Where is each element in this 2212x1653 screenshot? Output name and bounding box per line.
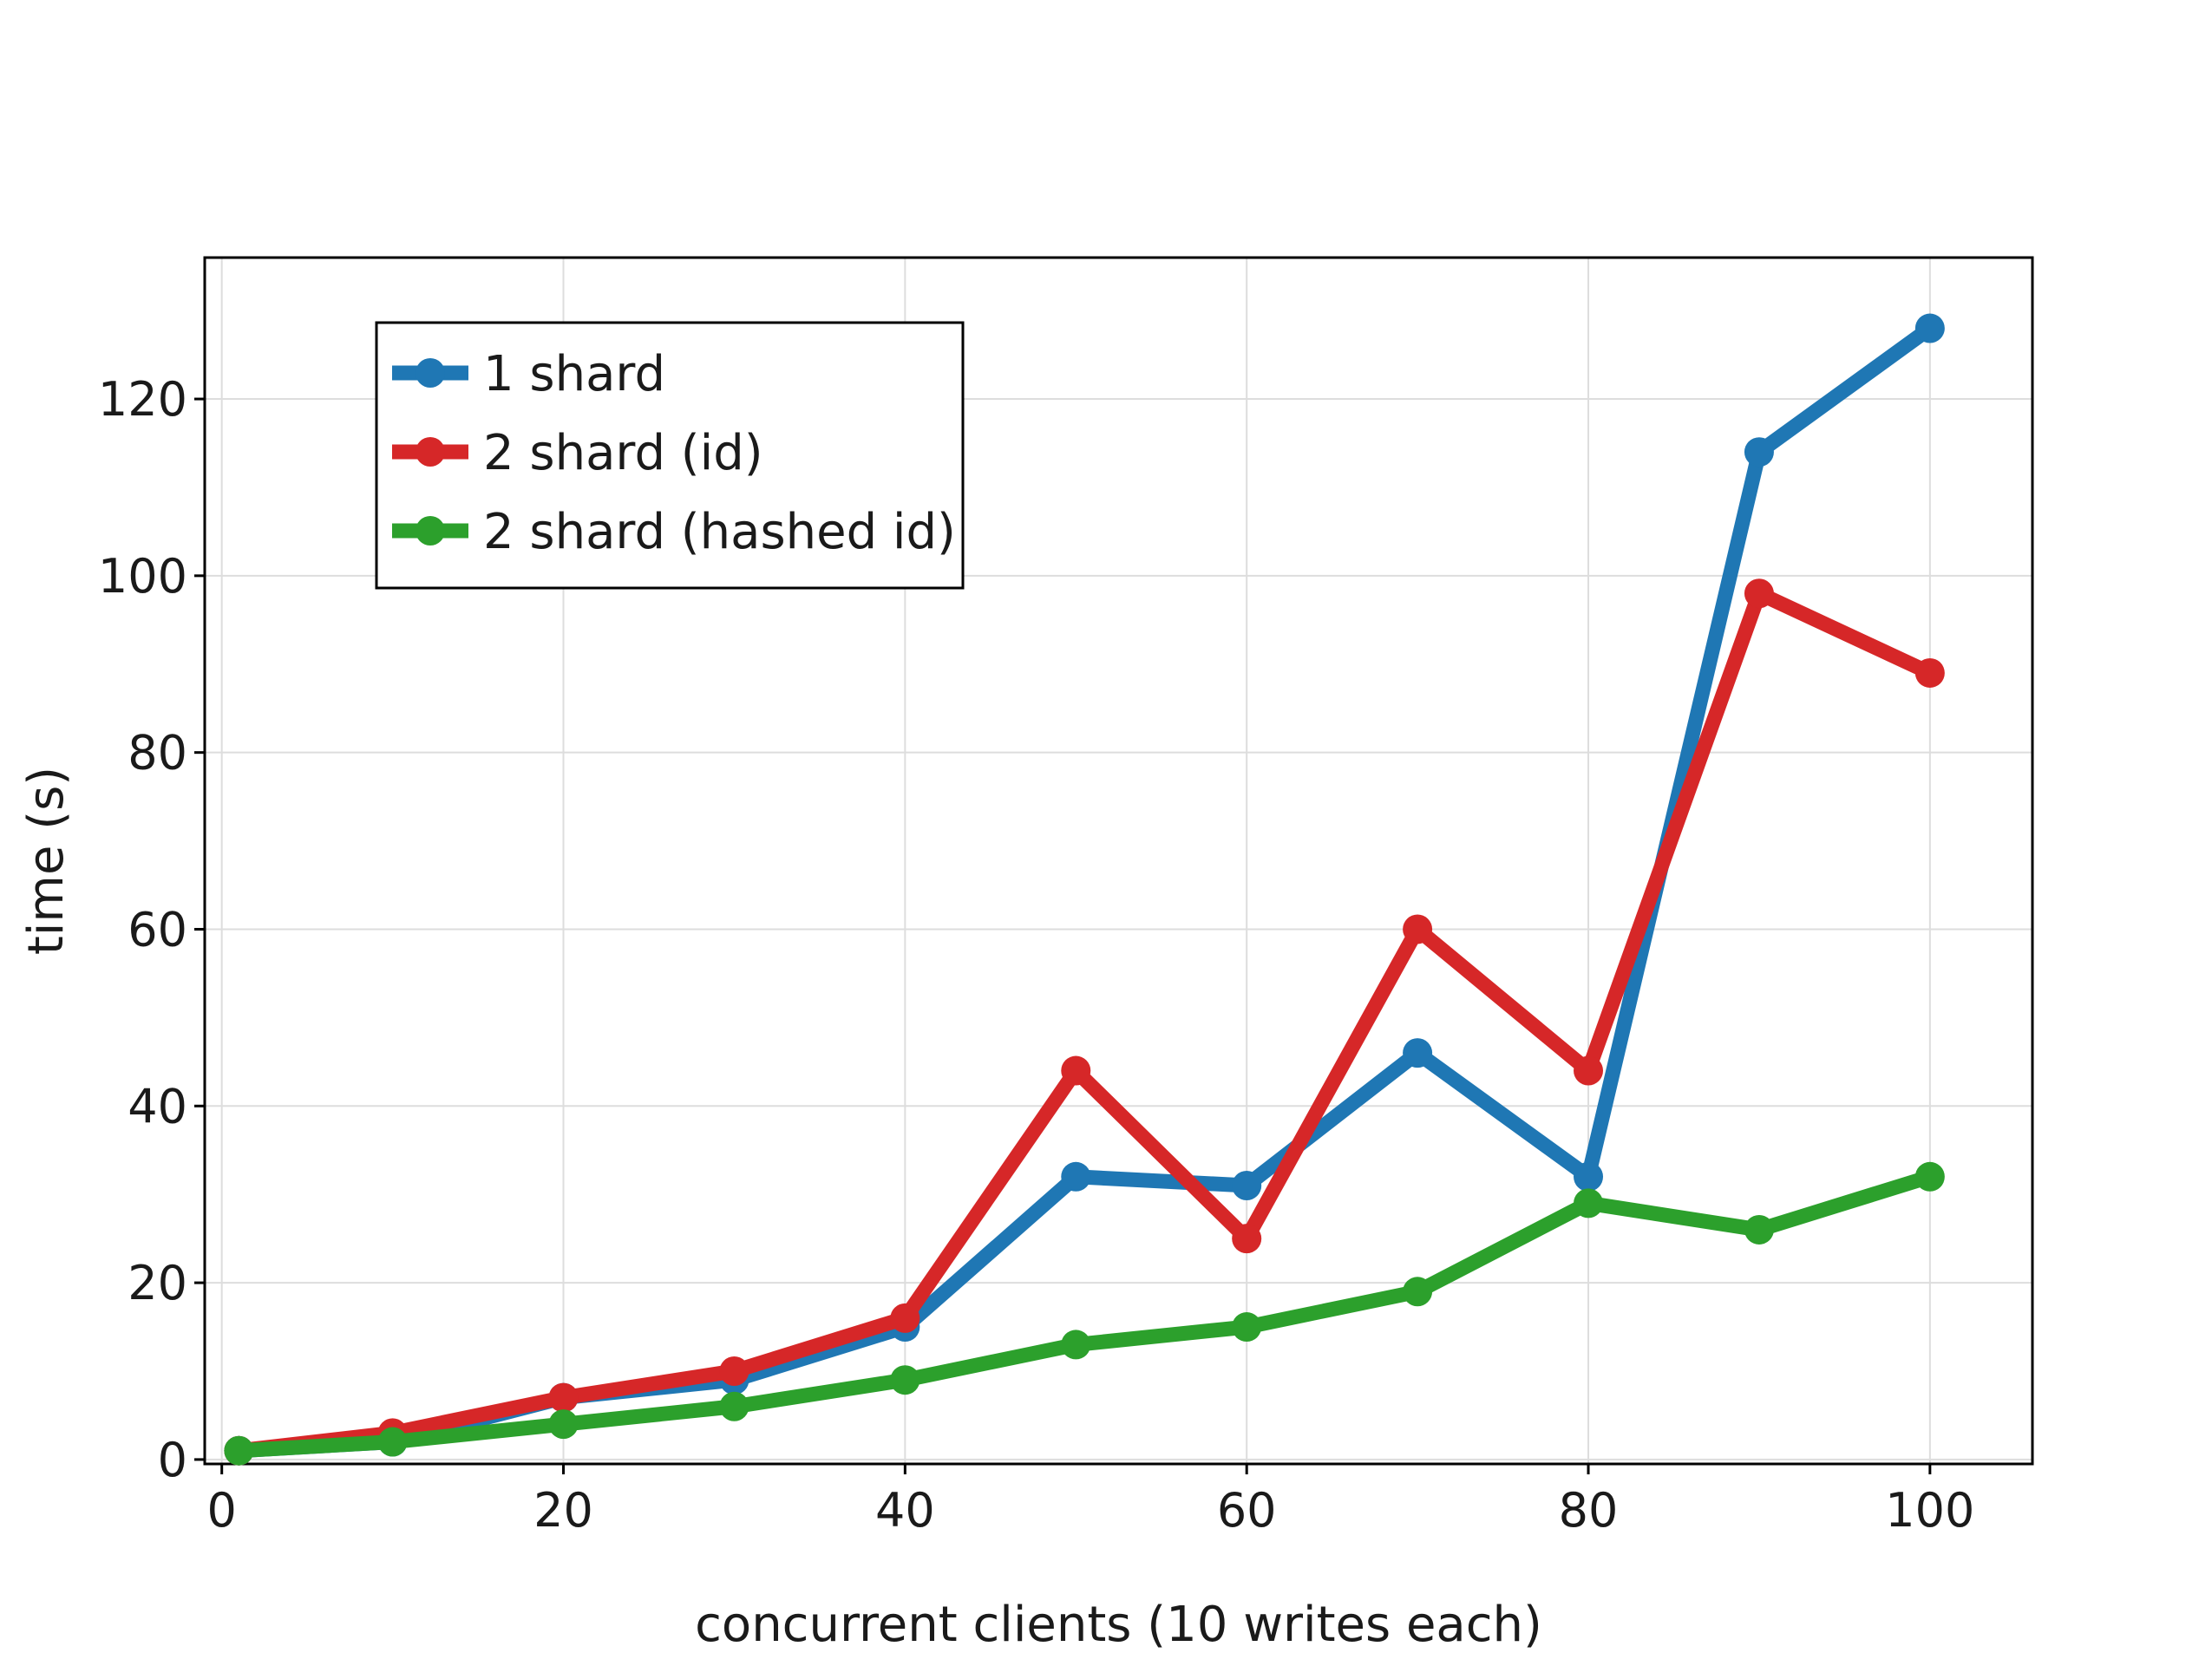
data-point (377, 1427, 408, 1457)
y-tick-label: 40 (128, 1079, 187, 1134)
legend-label: 2 shard (id) (483, 425, 763, 481)
x-tick-label: 40 (875, 1483, 935, 1538)
x-tick-label: 80 (1559, 1483, 1619, 1538)
x-axis-label: concurrent clients (10 writes each) (695, 1597, 1542, 1650)
data-point (1914, 313, 1945, 343)
data-point (1744, 1214, 1774, 1245)
data-point (548, 1382, 579, 1413)
series-layer (224, 313, 1945, 1466)
legend-label: 1 shard (483, 346, 665, 402)
y-tick-label: 0 (158, 1433, 187, 1487)
x-tick-label: 20 (533, 1483, 593, 1538)
legend-label: 2 shard (hashed id) (483, 504, 956, 560)
data-point (1232, 1171, 1262, 1200)
legend: 1 shard 2 shard (id) 2 shard (hashed id) (375, 321, 965, 590)
data-point (1403, 1038, 1433, 1068)
data-point (1403, 914, 1433, 944)
data-point (1232, 1224, 1262, 1254)
data-point (890, 1365, 920, 1395)
data-point (1574, 1055, 1604, 1086)
data-point (548, 1409, 579, 1440)
x-tick-label: 60 (1217, 1483, 1277, 1538)
data-point (1061, 1330, 1091, 1360)
x-tick-label: 100 (1885, 1483, 1974, 1538)
legend-item: 2 shard (id) (392, 425, 763, 481)
data-point (1914, 1161, 1945, 1192)
data-point (1574, 1161, 1604, 1192)
data-point (719, 1391, 749, 1421)
data-point (1403, 1277, 1433, 1307)
data-point (719, 1356, 749, 1386)
data-point (1914, 657, 1945, 688)
legend-item: 2 shard (hashed id) (392, 504, 956, 560)
legend-box (375, 321, 965, 590)
y-tick-label: 120 (98, 372, 187, 427)
y-tick-label: 20 (128, 1256, 187, 1310)
legend-items: 1 shard 2 shard (id) 2 shard (hashed id) (392, 346, 956, 560)
data-point (1744, 437, 1774, 467)
legend-swatch-marker (416, 358, 445, 388)
y-tick-label: 80 (128, 726, 187, 781)
data-point (1744, 578, 1774, 609)
y-tick-label: 60 (128, 902, 187, 957)
series-1 (224, 578, 1945, 1466)
legend-swatch-marker (416, 437, 445, 467)
legend-swatch-marker (416, 516, 445, 546)
data-point (1574, 1188, 1604, 1219)
ticks-layer: 0 20 40 60 80 100 0 20 40 60 80 100 120 (98, 372, 1974, 1538)
data-point (1061, 1055, 1091, 1086)
series-line (238, 583, 1934, 1459)
legend-item: 1 shard (392, 346, 665, 402)
x-tick-label: 0 (207, 1483, 237, 1538)
data-point (1061, 1161, 1091, 1192)
plot-frame (203, 256, 2034, 1466)
series-2 (224, 1161, 1945, 1466)
data-point (890, 1303, 920, 1333)
y-tick-label: 100 (98, 549, 187, 604)
y-axis-label: time (s) (18, 767, 75, 955)
data-point (1232, 1312, 1262, 1343)
data-point (224, 1435, 254, 1466)
